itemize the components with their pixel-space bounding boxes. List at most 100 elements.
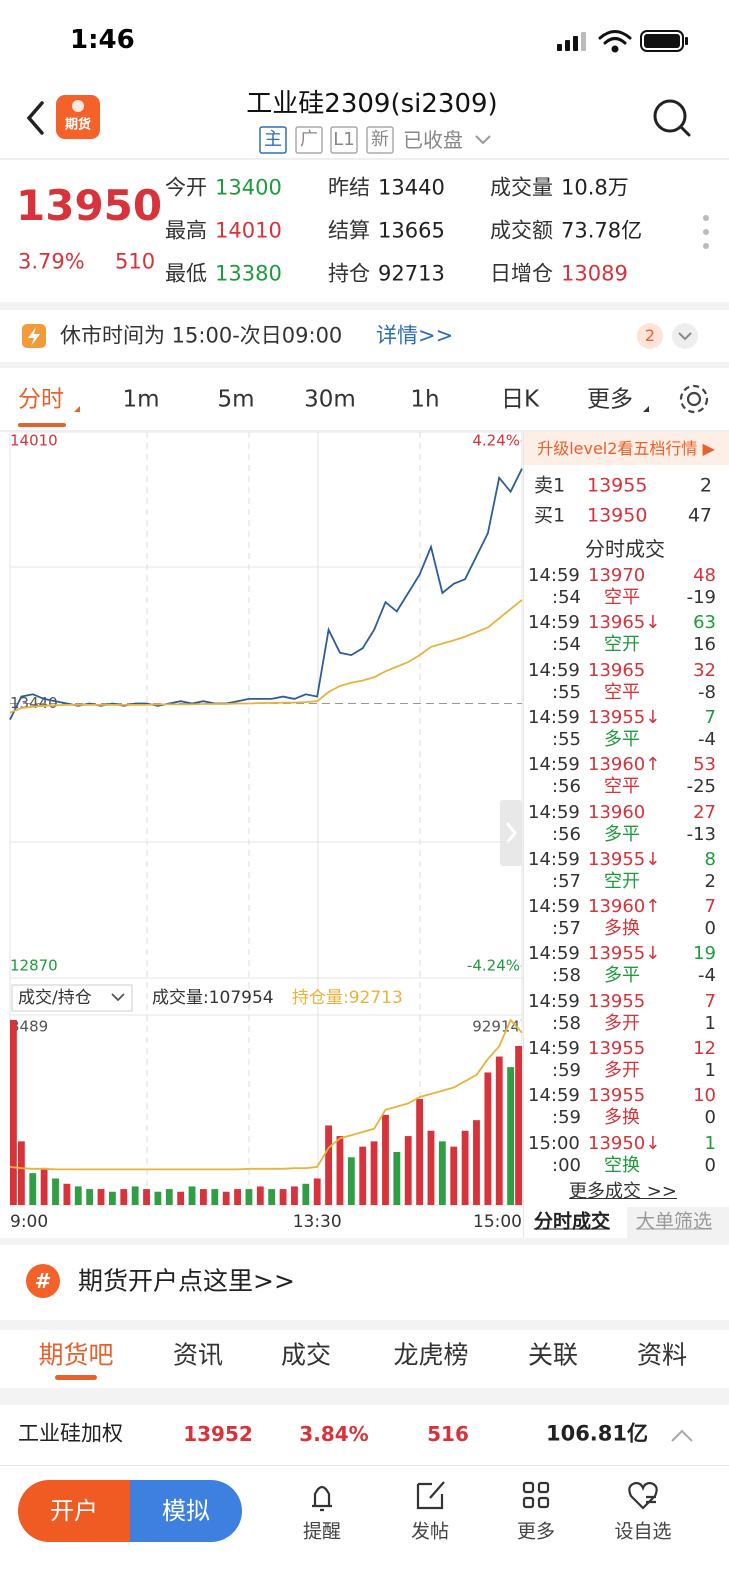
- trade-second: :57: [552, 918, 581, 940]
- settings-button[interactable]: [679, 384, 709, 414]
- simulate-button[interactable]: [130, 1480, 242, 1542]
- nav-item[interactable]: 更多: [516, 1520, 556, 1543]
- tag: 广: [300, 129, 318, 150]
- y2-tick-label: -4.24%: [467, 957, 520, 975]
- button-label[interactable]: 开户: [50, 1497, 98, 1525]
- tag: 主: [264, 129, 282, 150]
- expand-button[interactable]: [671, 1429, 693, 1442]
- trade-volume: 10: [693, 1085, 716, 1107]
- notice-expand[interactable]: [672, 323, 698, 349]
- trade-delta: 0: [704, 1154, 716, 1176]
- volume-bar: [17, 1141, 25, 1205]
- chart-tab[interactable]: 1m: [122, 386, 160, 413]
- volume-bar: [370, 1141, 378, 1205]
- section-tab[interactable]: 期货吧: [38, 1340, 114, 1370]
- trades-title: 分时成交: [585, 537, 665, 561]
- wifi-icon: [598, 30, 632, 53]
- volume-bar: [302, 1183, 310, 1205]
- more-trades[interactable]: 更多成交 >>: [569, 1181, 677, 1202]
- volume-bar: [154, 1191, 162, 1205]
- trade-volume: 19: [693, 943, 716, 965]
- y2-tick-label: 4.24%: [472, 432, 520, 450]
- trades-tab[interactable]: 大单筛选: [635, 1210, 713, 1233]
- chart-tab[interactable]: 1h: [410, 386, 440, 413]
- trade-price: 13960↑: [588, 896, 661, 918]
- search-button[interactable]: [653, 99, 691, 137]
- legend-entry: 持仓量:92713: [292, 988, 403, 1008]
- trade-volume: 12: [693, 1038, 716, 1059]
- level2-banner-text[interactable]: 升级level2看五档行情 ▶: [537, 439, 715, 458]
- volume-bar: [200, 1189, 207, 1205]
- page-title: 工业硅2309(si2309): [246, 89, 498, 119]
- back-button[interactable]: [26, 101, 44, 135]
- nav-item[interactable]: 提醒: [302, 1520, 342, 1543]
- trade-type: 多平: [604, 965, 640, 987]
- trade-volume: 8: [704, 848, 716, 870]
- volume-bar: [86, 1189, 94, 1205]
- volume-bar: [359, 1146, 367, 1205]
- divider: [0, 1388, 729, 1405]
- trade-volume: 53: [693, 754, 716, 776]
- ticker-name: 工业硅加权: [18, 1421, 123, 1446]
- tag: L1: [333, 129, 355, 150]
- y-tick-label: 14010: [10, 432, 58, 450]
- volume-bar: [291, 1186, 298, 1205]
- trades-tab[interactable]: 分时成交: [533, 1210, 611, 1233]
- field-value: 92713: [378, 261, 445, 286]
- field-value: 13380: [215, 261, 282, 286]
- volume-bar: [222, 1191, 230, 1205]
- chart-tab[interactable]: 30m: [304, 386, 356, 413]
- trade-price: 13970: [588, 565, 646, 586]
- chart-tab[interactable]: 5m: [217, 386, 255, 413]
- trade-second: :58: [552, 965, 581, 987]
- nav-item[interactable]: 设自选: [614, 1520, 672, 1543]
- promo-text[interactable]: 期货开户点这里>>: [78, 1266, 295, 1296]
- field-value: 14010: [215, 218, 282, 243]
- nav-item[interactable]: 发帖: [410, 1520, 450, 1543]
- chart-tab[interactable]: 分时: [18, 386, 64, 413]
- button-label[interactable]: 模拟: [162, 1497, 210, 1525]
- y-tick-label: 3489: [10, 1018, 48, 1036]
- field-label: 成交量: [490, 175, 553, 200]
- open-account-button[interactable]: [18, 1480, 130, 1542]
- chart-tab[interactable]: 日K: [500, 386, 540, 413]
- ticker-change: 516: [427, 1422, 469, 1446]
- trade-type: 空平: [604, 587, 640, 608]
- section-tab[interactable]: 龙虎榜: [393, 1340, 469, 1370]
- trade-second: :54: [552, 587, 581, 608]
- trade-price: 13965: [588, 659, 646, 681]
- tag: 新: [371, 129, 389, 150]
- signal-icon: [557, 32, 586, 51]
- divider: [0, 1465, 729, 1466]
- notice-link[interactable]: 详情>>: [376, 323, 454, 348]
- chart-tab[interactable]: 更多: [587, 386, 633, 413]
- tab-caret: [74, 406, 80, 412]
- level2-banner[interactable]: [524, 432, 729, 465]
- section-tab[interactable]: 成交: [280, 1340, 332, 1370]
- divider: [0, 158, 729, 160]
- selector-box[interactable]: [11, 984, 133, 1012]
- section-tab[interactable]: 关联: [527, 1340, 579, 1370]
- panel-toggle[interactable]: [500, 800, 522, 866]
- book-label: 买1: [534, 504, 566, 527]
- section-tab[interactable]: 资料: [636, 1340, 688, 1370]
- trade-second: :56: [552, 776, 581, 798]
- trade-delta: -4: [698, 728, 716, 750]
- volume-bar: [10, 1020, 17, 1205]
- trade-type: 空换: [604, 1154, 640, 1176]
- field-label: 日增仓: [490, 261, 553, 286]
- book-label: 卖1: [534, 474, 566, 497]
- section-tab[interactable]: 资讯: [172, 1340, 224, 1370]
- market-status[interactable]: 已收盘: [403, 128, 463, 152]
- divider: [0, 302, 729, 310]
- divider: [0, 430, 729, 432]
- more-dots[interactable]: [703, 215, 709, 249]
- notice-badge: [637, 323, 663, 349]
- tab-bg: [627, 1207, 729, 1238]
- trade-price: 13965↓: [588, 612, 661, 634]
- trade-time: 14:59: [528, 801, 580, 823]
- trade-second: :58: [552, 1012, 581, 1034]
- book-volume: 2: [699, 474, 712, 497]
